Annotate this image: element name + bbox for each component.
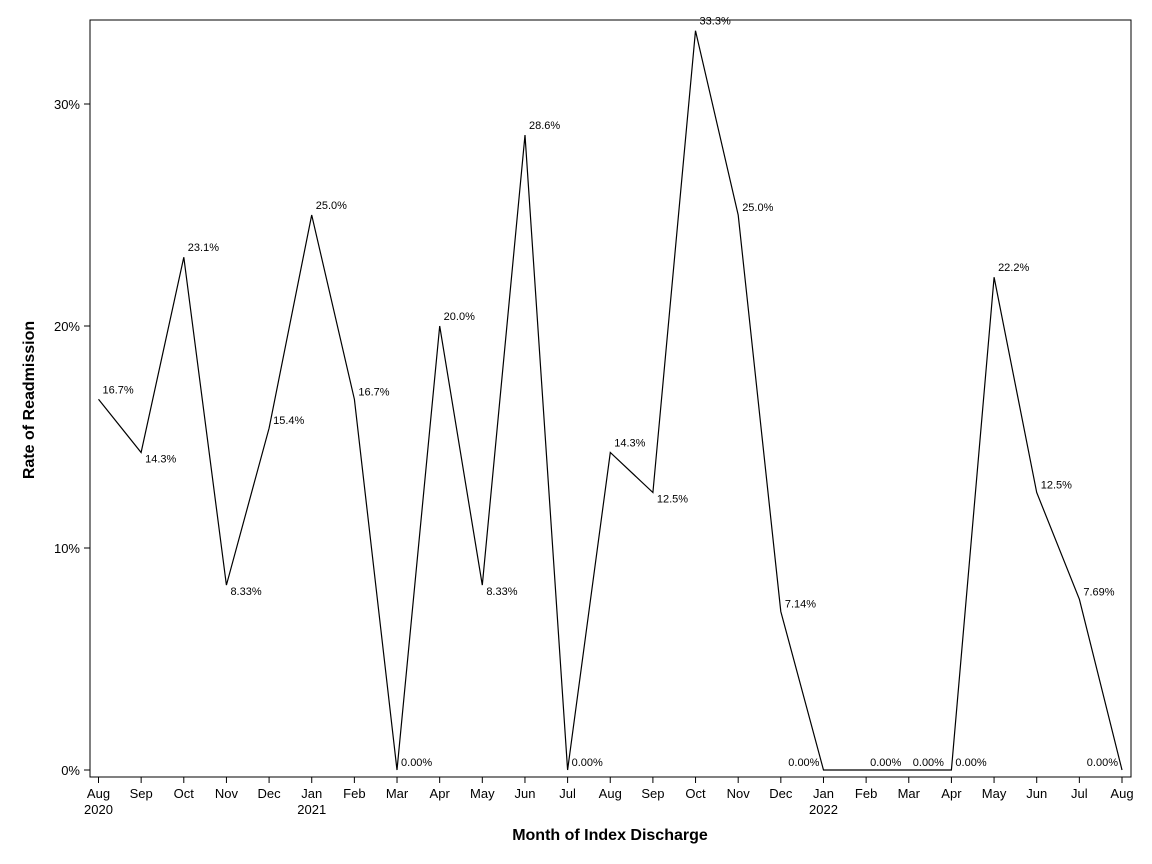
data-label: 22.2% (998, 262, 1029, 274)
x-tick-label-month: Jul (559, 786, 576, 801)
x-tick-label-month: May (470, 786, 495, 801)
data-label: 0.00% (913, 757, 944, 769)
x-tick-label-month: Nov (215, 786, 239, 801)
readmission-rate-line (98, 30, 1123, 771)
x-tick-label-month: Apr (430, 786, 451, 801)
x-tick-label-month: Feb (855, 786, 877, 801)
data-label: 0.00% (870, 757, 901, 769)
data-label: 28.6% (529, 120, 560, 132)
data-label: 14.3% (614, 438, 645, 450)
data-label: 0.00% (401, 757, 432, 769)
y-tick-label: 20% (54, 319, 80, 334)
x-tick-label-month: Oct (685, 786, 706, 801)
data-label: 25.0% (316, 200, 347, 212)
data-label: 0.00% (1087, 757, 1118, 769)
data-label: 12.5% (1041, 480, 1072, 492)
data-label: 8.33% (230, 586, 261, 598)
x-tick-label-month: Mar (386, 786, 409, 801)
x-tick-label-month: Sep (641, 786, 664, 801)
x-tick-label-month: Dec (258, 786, 282, 801)
data-label: 12.5% (657, 494, 688, 506)
x-tick-label-month: Jan (813, 786, 834, 801)
data-label: 15.4% (273, 415, 304, 427)
x-tick-label-month: Jul (1071, 786, 1088, 801)
data-label: 0.00% (572, 757, 603, 769)
data-label: 23.1% (188, 242, 219, 254)
x-tick-label-month: Aug (599, 786, 622, 801)
data-label: 25.0% (742, 202, 773, 214)
x-tick-label-month: Jan (301, 786, 322, 801)
x-tick-label-month: Aug (1110, 786, 1133, 801)
y-axis: 0% 10% 20% 30% (54, 97, 90, 778)
x-tick-label-month: Jun (1026, 786, 1047, 801)
x-tick-label-month: Mar (898, 786, 921, 801)
data-label: 20.0% (444, 311, 475, 323)
data-label: 7.69% (1083, 586, 1114, 598)
x-tick-label-month: Nov (727, 786, 751, 801)
data-label: 7.14% (785, 598, 816, 610)
x-tick-label-month: Jun (514, 786, 535, 801)
y-axis-title: Rate of Readmission (21, 321, 38, 479)
x-axis-title: Month of Index Discharge (512, 827, 708, 844)
data-labels: 16.7% 14.3% 23.1% 8.33% 15.4% 25.0% 16.7% 0.00%… (103, 16, 1119, 769)
plot-frame (89, 19, 1132, 778)
y-tick-label: 10% (54, 541, 80, 556)
x-tick-label-year: 2021 (297, 802, 326, 817)
x-tick-label-month: Aug (87, 786, 110, 801)
x-tick-label-year: 2020 (84, 802, 113, 817)
x-tick-label-month: Sep (130, 786, 153, 801)
data-label: 16.7% (103, 384, 134, 396)
y-tick-label: 30% (54, 97, 80, 112)
data-label: 0.00% (788, 757, 819, 769)
x-tick-label-month: Dec (769, 786, 793, 801)
data-label: 33.3% (700, 16, 731, 28)
data-label: 14.3% (145, 454, 176, 466)
x-tick-label-month: May (982, 786, 1007, 801)
data-label: 8.33% (486, 586, 517, 598)
y-tick-label: 0% (61, 763, 80, 778)
x-tick-label-month: Oct (174, 786, 195, 801)
x-tick-label-year: 2022 (809, 802, 838, 817)
data-label: 16.7% (358, 386, 389, 398)
data-label: 0.00% (955, 757, 986, 769)
x-tick-label-month: Feb (343, 786, 365, 801)
x-tick-label-month: Apr (941, 786, 962, 801)
